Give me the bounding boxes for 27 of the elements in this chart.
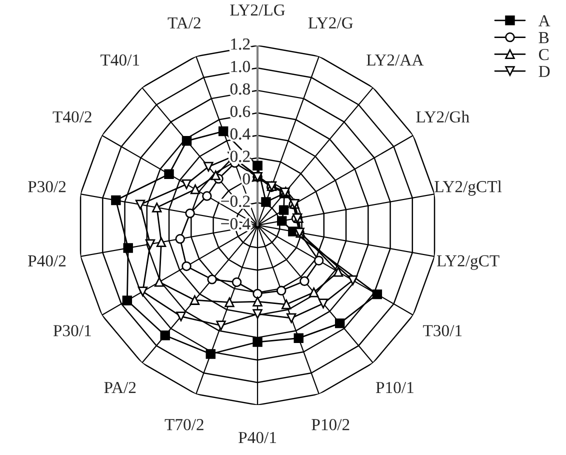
spoke-label: T40/1 [100, 54, 140, 66]
spoke-label: LY2/G [308, 17, 353, 29]
spoke-label: PA/2 [104, 382, 136, 394]
y-tick-label: 0.6 [230, 106, 250, 118]
legend-label: D [538, 66, 550, 77]
spoke-label: T30/1 [423, 325, 462, 336]
spoke-label: LY2/gCTl [434, 180, 502, 196]
spoke-label: P10/1 [376, 382, 414, 394]
spoke-label: P30/2 [28, 181, 66, 192]
legend-label: C [538, 48, 548, 60]
spoke-label: LY2/Gh [416, 110, 470, 123]
y-tick-label: 1.2 [231, 38, 250, 50]
spoke-label: LY2/AA [366, 54, 424, 66]
legend-label: A [538, 15, 550, 26]
spoke-label: TA/2 [168, 17, 200, 29]
y-tick-label: 0.8 [230, 83, 250, 95]
spoke-label: LY2/LG [230, 4, 285, 16]
legend-label: B [538, 32, 549, 44]
spoke-label: LY2/gCT [436, 255, 500, 270]
y-tick-label: 1.0 [231, 60, 250, 72]
spoke-label: P40/1 [238, 432, 276, 444]
spoke-label: P30/1 [53, 325, 91, 336]
spoke-label: T70/2 [164, 419, 204, 430]
spoke-label: P40/2 [28, 255, 66, 267]
y-tick-label: 0.4 [230, 128, 250, 140]
spoke-label: T40/2 [52, 111, 92, 123]
spoke-label: P10/2 [312, 419, 350, 430]
